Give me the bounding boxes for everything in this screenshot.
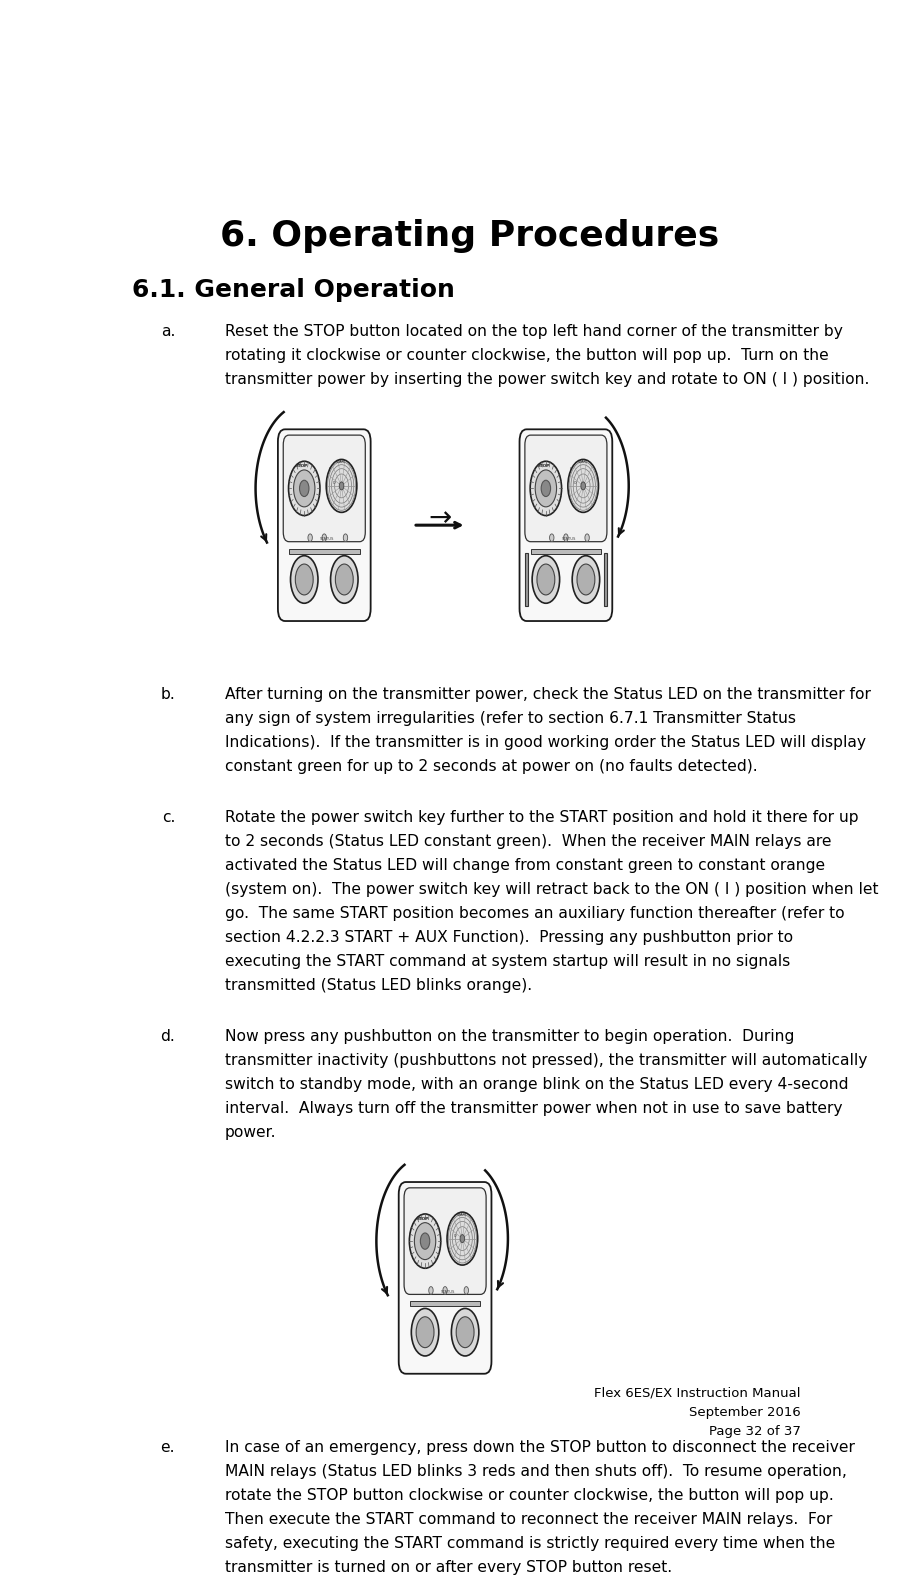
Text: 6.1. General Operation: 6.1. General Operation bbox=[132, 278, 455, 302]
Circle shape bbox=[339, 482, 344, 490]
Text: constant green for up to 2 seconds at power on (no faults detected).: constant green for up to 2 seconds at po… bbox=[225, 760, 757, 774]
Text: (system on).  The power switch key will retract back to the ON ( I ) position wh: (system on). The power switch key will r… bbox=[225, 883, 878, 897]
Text: d.: d. bbox=[160, 1029, 175, 1044]
Text: I: I bbox=[328, 468, 329, 471]
Circle shape bbox=[541, 480, 550, 496]
FancyBboxPatch shape bbox=[283, 436, 365, 541]
Circle shape bbox=[300, 480, 309, 496]
Circle shape bbox=[289, 461, 320, 516]
Circle shape bbox=[585, 535, 590, 541]
Text: 6. Operating Procedures: 6. Operating Procedures bbox=[220, 219, 720, 252]
Circle shape bbox=[460, 1235, 465, 1243]
Text: O: O bbox=[454, 1234, 456, 1238]
Text: I: I bbox=[449, 1219, 450, 1224]
Bar bbox=[531, 549, 602, 554]
Text: Indications).  If the transmitter is in good working order the Status LED will d: Indications). If the transmitter is in g… bbox=[225, 736, 866, 750]
Circle shape bbox=[420, 1234, 430, 1250]
Text: START: START bbox=[337, 461, 347, 464]
Text: a.: a. bbox=[160, 324, 175, 340]
Text: START: START bbox=[578, 461, 589, 464]
Text: STOP: STOP bbox=[537, 464, 550, 468]
Circle shape bbox=[456, 1317, 474, 1347]
Text: to 2 seconds (Status LED constant green).  When the receiver MAIN relays are: to 2 seconds (Status LED constant green)… bbox=[225, 835, 832, 849]
Circle shape bbox=[549, 535, 554, 541]
FancyBboxPatch shape bbox=[520, 429, 613, 621]
Text: rotate the STOP button clockwise or counter clockwise, the button will pop up.: rotate the STOP button clockwise or coun… bbox=[225, 1487, 834, 1503]
Circle shape bbox=[414, 1223, 436, 1259]
Text: Flex 6ES/EX Instruction Manual: Flex 6ES/EX Instruction Manual bbox=[594, 1385, 801, 1400]
Bar bbox=[525, 554, 528, 605]
Text: O: O bbox=[574, 482, 577, 485]
Text: e.: e. bbox=[160, 1440, 175, 1456]
Text: START: START bbox=[457, 1213, 468, 1218]
Circle shape bbox=[308, 535, 313, 541]
Circle shape bbox=[577, 563, 595, 595]
Circle shape bbox=[447, 1211, 478, 1266]
Text: In case of an emergency, press down the STOP button to disconnect the receiver: In case of an emergency, press down the … bbox=[225, 1440, 855, 1456]
Circle shape bbox=[322, 535, 326, 541]
Text: c.: c. bbox=[161, 811, 175, 825]
FancyBboxPatch shape bbox=[278, 429, 370, 621]
Text: STATUS: STATUS bbox=[441, 1290, 456, 1294]
Text: After turning on the transmitter power, check the Status LED on the transmitter : After turning on the transmitter power, … bbox=[225, 688, 870, 702]
Circle shape bbox=[536, 469, 557, 508]
Text: activated the Status LED will change from constant green to constant orange: activated the Status LED will change fro… bbox=[225, 859, 825, 873]
Circle shape bbox=[343, 535, 348, 541]
Circle shape bbox=[412, 1309, 439, 1357]
Text: STATUS: STATUS bbox=[320, 538, 335, 541]
Circle shape bbox=[532, 555, 559, 603]
Text: section 4.2.2.3 START + AUX Function).  Pressing any pushbutton prior to: section 4.2.2.3 START + AUX Function). P… bbox=[225, 930, 793, 945]
Circle shape bbox=[530, 461, 561, 516]
Circle shape bbox=[572, 555, 600, 603]
Text: Page 32 of 37: Page 32 of 37 bbox=[709, 1425, 801, 1438]
Circle shape bbox=[409, 1215, 441, 1269]
Bar bbox=[410, 1301, 481, 1306]
Circle shape bbox=[464, 1286, 469, 1294]
Text: Now press any pushbutton on the transmitter to begin operation.  During: Now press any pushbutton on the transmit… bbox=[225, 1029, 794, 1044]
Circle shape bbox=[330, 555, 358, 603]
Text: →: → bbox=[428, 504, 452, 531]
Text: b.: b. bbox=[160, 688, 175, 702]
Text: power.: power. bbox=[225, 1125, 276, 1140]
Circle shape bbox=[291, 555, 318, 603]
FancyBboxPatch shape bbox=[404, 1187, 486, 1294]
Circle shape bbox=[451, 1309, 479, 1357]
Circle shape bbox=[443, 1286, 447, 1294]
FancyBboxPatch shape bbox=[525, 436, 607, 541]
Text: transmitter power by inserting the power switch key and rotate to ON ( I ) posit: transmitter power by inserting the power… bbox=[225, 372, 869, 388]
Text: transmitter inactivity (pushbuttons not pressed), the transmitter will automatic: transmitter inactivity (pushbuttons not … bbox=[225, 1053, 867, 1068]
Circle shape bbox=[326, 460, 357, 512]
Text: Rotate the power switch key further to the START position and hold it there for : Rotate the power switch key further to t… bbox=[225, 811, 858, 825]
Circle shape bbox=[295, 563, 314, 595]
Text: any sign of system irregularities (refer to section 6.7.1 Transmitter Status: any sign of system irregularities (refer… bbox=[225, 712, 796, 726]
Circle shape bbox=[580, 482, 585, 490]
Text: MAIN relays (Status LED blinks 3 reds and then shuts off).  To resume operation,: MAIN relays (Status LED blinks 3 reds an… bbox=[225, 1464, 846, 1479]
Circle shape bbox=[429, 1286, 433, 1294]
Text: STOP: STOP bbox=[296, 464, 308, 468]
Circle shape bbox=[568, 460, 599, 512]
Circle shape bbox=[564, 535, 569, 541]
Circle shape bbox=[537, 563, 555, 595]
Bar bbox=[603, 554, 607, 605]
Text: executing the START command at system startup will result in no signals: executing the START command at system st… bbox=[225, 954, 790, 969]
Text: Reset the STOP button located on the top left hand corner of the transmitter by: Reset the STOP button located on the top… bbox=[225, 324, 843, 340]
Text: interval.  Always turn off the transmitter power when not in use to save battery: interval. Always turn off the transmitte… bbox=[225, 1101, 843, 1116]
Text: switch to standby mode, with an orange blink on the Status LED every 4-second: switch to standby mode, with an orange b… bbox=[225, 1077, 848, 1092]
Circle shape bbox=[293, 469, 315, 508]
Circle shape bbox=[416, 1317, 434, 1347]
Text: STATUS: STATUS bbox=[562, 538, 576, 541]
Bar bbox=[289, 549, 359, 554]
Text: transmitted (Status LED blinks orange).: transmitted (Status LED blinks orange). bbox=[225, 978, 532, 993]
Text: I: I bbox=[570, 468, 571, 471]
Text: go.  The same START position becomes an auxiliary function thereafter (refer to: go. The same START position becomes an a… bbox=[225, 907, 845, 921]
Circle shape bbox=[336, 563, 353, 595]
Text: rotating it clockwise or counter clockwise, the button will pop up.  Turn on the: rotating it clockwise or counter clockwi… bbox=[225, 348, 829, 364]
Text: safety, executing the START command is strictly required every time when the: safety, executing the START command is s… bbox=[225, 1535, 835, 1551]
Text: September 2016: September 2016 bbox=[689, 1406, 801, 1419]
Text: STOP: STOP bbox=[417, 1216, 429, 1221]
Text: Then execute the START command to reconnect the receiver MAIN relays.  For: Then execute the START command to reconn… bbox=[225, 1511, 832, 1527]
Text: transmitter is turned on or after every STOP button reset.: transmitter is turned on or after every … bbox=[225, 1559, 672, 1575]
FancyBboxPatch shape bbox=[399, 1183, 492, 1374]
Text: O: O bbox=[333, 482, 335, 485]
